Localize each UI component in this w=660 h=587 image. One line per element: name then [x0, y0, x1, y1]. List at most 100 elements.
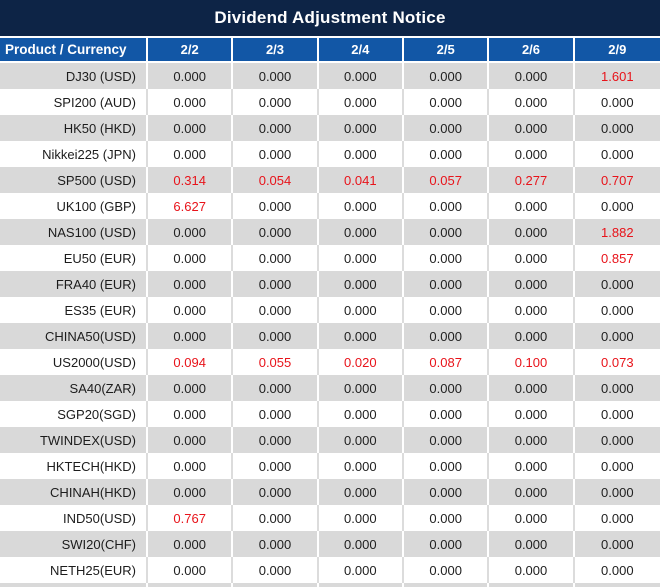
value-cell: 0.000 [319, 453, 404, 479]
value-cell: 0.000 [489, 271, 575, 297]
table-row: HKTECH(HKD) 0.000 0.000 0.000 0.000 0.000 0.00… [0, 453, 660, 479]
partial-cell [319, 583, 404, 587]
value-cell: 0.000 [148, 427, 234, 453]
value-cell: 0.000 [148, 245, 234, 271]
column-header-date: 2/3 [233, 38, 319, 61]
value-cell: 6.627 [148, 193, 234, 219]
table-row: CHINAH(HKD) 0.000 0.000 0.000 0.000 0.000 0.00… [0, 479, 660, 505]
value-cell: 0.000 [489, 219, 575, 245]
value-cell: 0.094 [148, 349, 234, 375]
value-cell: 0.000 [404, 89, 490, 115]
value-cell: 0.000 [148, 141, 234, 167]
value-cell: 0.000 [601, 276, 634, 292]
value-cell: 0.000 [489, 375, 575, 401]
value-cell: 0.000 [148, 531, 234, 557]
product-cell: HKTECH(HKD) [0, 453, 148, 479]
value-cell: 0.000 [319, 245, 404, 271]
product-cell: EU50 (EUR) [0, 245, 148, 271]
value-cell: 0.000 [233, 141, 319, 167]
value-cell: 0.000 [489, 453, 575, 479]
table-row: HK50 (HKD) 0.000 0.000 0.000 0.000 0.000 0.000 [0, 115, 660, 141]
column-header-date: 2/6 [489, 38, 575, 61]
value-cell: 0.000 [233, 323, 319, 349]
value-cell: 0.000 [601, 510, 634, 526]
value-cell: 0.000 [148, 115, 234, 141]
product-cell: NAS100 (USD) [0, 219, 148, 245]
value-cell: 0.000 [319, 427, 404, 453]
value-cell: 0.000 [148, 557, 234, 583]
value-cell: 0.000 [601, 458, 634, 474]
table-row: CHINA50(USD) 0.000 0.000 0.000 0.000 0.000 0.0… [0, 323, 660, 349]
value-cell: 0.000 [319, 141, 404, 167]
product-cell: SWI20(CHF) [0, 531, 148, 557]
value-cell: 0.000 [319, 505, 404, 531]
value-cell: 0.000 [233, 63, 319, 89]
value-cell: 0.000 [404, 505, 490, 531]
value-cell: 0.000 [233, 245, 319, 271]
value-cell: 0.000 [601, 328, 634, 344]
value-cell: 0.000 [601, 198, 634, 214]
table-row: UK100 (GBP) 6.627 0.000 0.000 0.000 0.000 0.00… [0, 193, 660, 219]
value-cell: 0.000 [404, 557, 490, 583]
value-cell: 0.000 [233, 297, 319, 323]
value-cell: 0.100 [489, 349, 575, 375]
product-cell: SA40(ZAR) [0, 375, 148, 401]
value-cell: 0.000 [601, 536, 634, 552]
product-cell: UK100 (GBP) [0, 193, 148, 219]
value-cell: 0.000 [319, 297, 404, 323]
value-cell: 0.000 [148, 323, 234, 349]
value-cell: 0.000 [319, 531, 404, 557]
value-cell: 0.000 [319, 323, 404, 349]
value-cell: 0.000 [601, 146, 634, 162]
table-row: SPI200 (AUD) 0.000 0.000 0.000 0.000 0.000 0.0… [0, 89, 660, 115]
value-cell: 0.000 [404, 297, 490, 323]
value-cell: 0.000 [404, 453, 490, 479]
value-cell: 0.000 [489, 531, 575, 557]
value-cell: 0.000 [233, 453, 319, 479]
value-cell: 0.000 [601, 94, 634, 110]
table-row: DJ30 (USD) 0.000 0.000 0.000 0.000 0.000 1.601 [0, 63, 660, 89]
product-cell: FRA40 (EUR) [0, 271, 148, 297]
value-cell: 0.000 [404, 219, 490, 245]
value-cell: 0.000 [233, 375, 319, 401]
value-cell: 0.041 [319, 167, 404, 193]
value-cell: 0.000 [319, 193, 404, 219]
product-cell: IND50(USD) [0, 505, 148, 531]
value-cell: 0.000 [233, 89, 319, 115]
value-cell: 0.707 [601, 172, 634, 188]
table-row: NAS100 (USD) 0.000 0.000 0.000 0.000 0.000 1.8… [0, 219, 660, 245]
table-row: SWI20(CHF) 0.000 0.000 0.000 0.000 0.000 0.000 [0, 531, 660, 557]
value-cell: 0.000 [489, 505, 575, 531]
table-row: FRA40 (EUR) 0.000 0.000 0.000 0.000 0.000 0.00… [0, 271, 660, 297]
table-row: US2000(USD) 0.094 0.055 0.020 0.087 0.100 0.07… [0, 349, 660, 375]
table-row: Nikkei225 (JPN) 0.000 0.000 0.000 0.000 0.000… [0, 141, 660, 167]
value-cell: 0.000 [601, 484, 634, 500]
value-cell: 0.000 [489, 245, 575, 271]
value-cell: 0.000 [404, 531, 490, 557]
product-cell: US2000(USD) [0, 349, 148, 375]
partial-cell [404, 583, 490, 587]
value-cell: 0.277 [489, 167, 575, 193]
value-cell: 0.000 [319, 63, 404, 89]
value-cell: 0.000 [404, 271, 490, 297]
product-cell: SPI200 (AUD) [0, 89, 148, 115]
table-row: SA40(ZAR) 0.000 0.000 0.000 0.000 0.000 0.000 [0, 375, 660, 401]
value-cell: 0.000 [233, 401, 319, 427]
table-row: EU50 (EUR) 0.000 0.000 0.000 0.000 0.000 0.857 [0, 245, 660, 271]
product-cell: CHINA50(USD) [0, 323, 148, 349]
value-cell: 0.057 [404, 167, 490, 193]
value-cell: 0.314 [148, 167, 234, 193]
table-row: SGP20(SGD) 0.000 0.000 0.000 0.000 0.000 0.000 [0, 401, 660, 427]
value-cell: 0.000 [148, 453, 234, 479]
partial-cell [0, 583, 148, 587]
value-cell: 0.000 [319, 479, 404, 505]
table-row: SP500 (USD) 0.314 0.054 0.041 0.057 0.277 0.70… [0, 167, 660, 193]
value-cell: 0.000 [233, 557, 319, 583]
value-cell: 0.055 [233, 349, 319, 375]
value-cell: 0.000 [489, 297, 575, 323]
value-cell: 0.000 [489, 89, 575, 115]
value-cell: 0.000 [148, 479, 234, 505]
page-title: Dividend Adjustment Notice [0, 0, 660, 38]
table-row: NETH25(EUR) 0.000 0.000 0.000 0.000 0.000 0.00… [0, 557, 660, 583]
value-cell: 0.000 [233, 479, 319, 505]
